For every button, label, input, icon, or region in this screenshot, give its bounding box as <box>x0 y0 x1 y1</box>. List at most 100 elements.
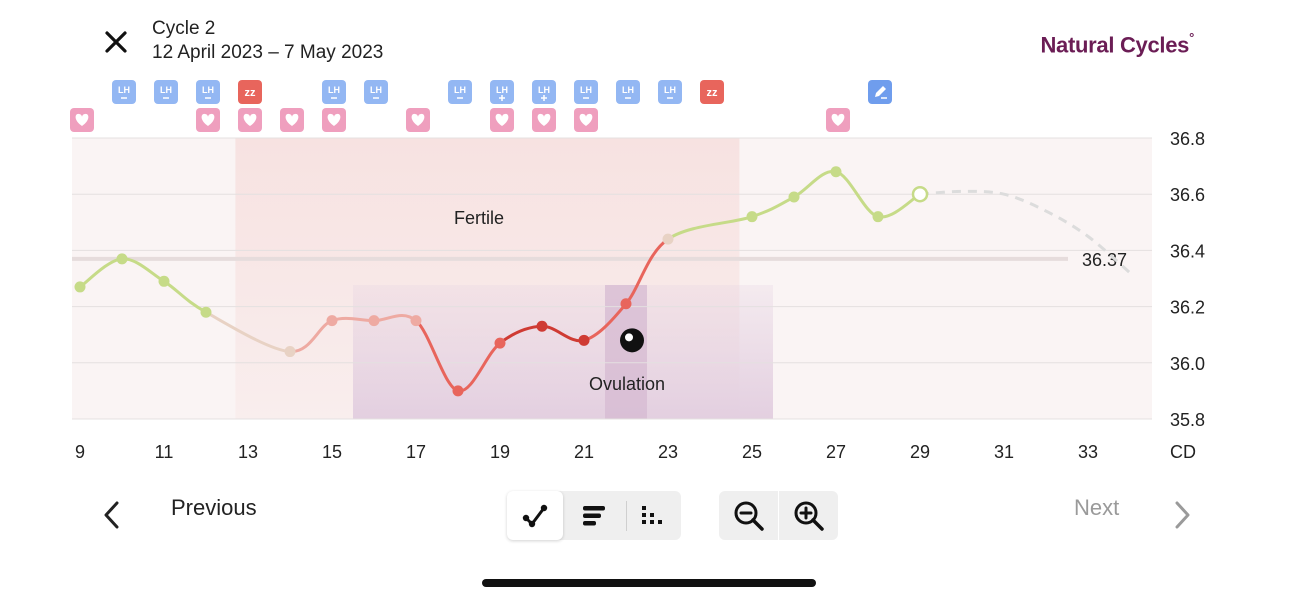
brand-mark: ° <box>1189 30 1194 45</box>
note-icon[interactable] <box>868 80 892 104</box>
temperature-point[interactable] <box>452 385 464 397</box>
lh-neg-icon[interactable]: LH <box>574 80 598 104</box>
lh-neg-icon[interactable]: LH <box>448 80 472 104</box>
temperature-point[interactable] <box>746 211 758 223</box>
temperature-point[interactable] <box>872 211 884 223</box>
temperature-point[interactable] <box>410 315 422 327</box>
next-button[interactable]: Next <box>1074 495 1120 520</box>
temperature-point[interactable] <box>830 166 842 178</box>
previous-button[interactable]: Previous <box>171 495 257 520</box>
temperature-point[interactable] <box>494 337 506 349</box>
zoom-in-button[interactable] <box>779 491 838 540</box>
sleep-icon[interactable]: zz <box>700 80 724 104</box>
sleep-icon-label: zz <box>707 87 719 99</box>
x-tick-label: 33 <box>1078 442 1098 462</box>
lh-pos-icon[interactable]: LH <box>532 80 556 104</box>
x-tick-label: 25 <box>742 442 762 462</box>
temperature-point[interactable] <box>536 320 548 332</box>
heart-icon[interactable] <box>574 108 598 132</box>
y-tick-label: 36.2 <box>1170 298 1205 318</box>
lh-neg-icon[interactable]: LH <box>154 80 178 104</box>
temperature-line-segment <box>624 237 670 306</box>
ovulation-egg-icon <box>620 328 644 353</box>
temperature-point-today[interactable] <box>911 185 929 203</box>
temperature-point[interactable] <box>368 315 380 327</box>
temperature-point[interactable] <box>116 253 128 265</box>
lh-neg-icon[interactable]: LH <box>364 80 388 104</box>
temperature-point[interactable] <box>620 298 632 310</box>
temperature-point[interactable] <box>200 306 212 318</box>
x-tick-label: 23 <box>658 442 678 462</box>
sleep-icon[interactable]: zz <box>238 80 262 104</box>
close-icon <box>105 31 127 53</box>
bars-view-button[interactable] <box>567 491 623 540</box>
predicted-temperature-line <box>919 189 1131 275</box>
lh-icon-label: LH <box>454 85 466 95</box>
lh-icon-label: LH <box>118 85 130 95</box>
close-button[interactable] <box>100 26 132 58</box>
y-tick-label: 36.6 <box>1170 185 1205 205</box>
lh-icon-label: LH <box>664 85 676 95</box>
heart-icon[interactable] <box>238 108 262 132</box>
view-mode-toggle <box>507 491 681 540</box>
lh-neg-icon[interactable]: LH <box>196 80 220 104</box>
temperature-point[interactable] <box>326 315 338 327</box>
lh-icon-label: LH <box>538 85 550 95</box>
x-tick-label: 21 <box>574 442 594 462</box>
zoom-out-button[interactable] <box>719 491 778 540</box>
lh-icon-label: LH <box>370 85 382 95</box>
coverline-label: 36.37 <box>1082 250 1127 270</box>
zoom-controls <box>719 491 838 540</box>
x-axis-label: CD <box>1170 442 1196 462</box>
bars-icon <box>583 505 605 525</box>
temperature-chart[interactable]: 36.37 Fertile Ovulation 9 11 13 15 17 19 21 23 25 27… <box>0 70 1298 470</box>
temperature-point[interactable] <box>788 191 800 203</box>
ovulation-egg-highlight <box>625 333 633 342</box>
zoom-in-icon <box>794 501 824 531</box>
dots-grid-icon <box>642 505 662 524</box>
x-tick-label: 29 <box>910 442 930 462</box>
lh-pos-icon[interactable]: LH <box>490 80 514 104</box>
heart-icon[interactable] <box>532 108 556 132</box>
temperature-point[interactable] <box>662 233 674 245</box>
cycle-dates: 12 April 2023 – 7 May 2023 <box>152 42 384 63</box>
x-tick-label: 17 <box>406 442 426 462</box>
zoom-out-icon <box>734 501 764 531</box>
temperature-point[interactable] <box>74 281 86 293</box>
brand-logo: Natural Cycles° <box>1040 30 1194 58</box>
lh-neg-icon[interactable]: LH <box>616 80 640 104</box>
sleep-icon-label: zz <box>245 87 257 99</box>
ovulation-window-band <box>353 285 773 419</box>
x-tick-label: 13 <box>238 442 258 462</box>
graph-view-button[interactable] <box>507 491 563 540</box>
lh-neg-icon[interactable]: LH <box>658 80 682 104</box>
temperature-point[interactable] <box>578 334 590 346</box>
x-tick-label: 15 <box>322 442 342 462</box>
heart-icon[interactable] <box>70 108 94 132</box>
x-tick-label: 11 <box>155 442 174 462</box>
lh-icon-label: LH <box>328 85 340 95</box>
heart-icon[interactable] <box>490 108 514 132</box>
heart-icon[interactable] <box>322 108 346 132</box>
brand-name: Natural Cycles <box>1040 32 1190 58</box>
cycle-title: Cycle 2 <box>152 18 216 39</box>
dots-view-button[interactable] <box>625 491 681 540</box>
graph-line-icon <box>522 504 548 527</box>
lh-neg-icon[interactable]: LH <box>322 80 346 104</box>
x-tick-label: 19 <box>490 442 510 462</box>
heart-icon[interactable] <box>406 108 430 132</box>
heart-icon[interactable] <box>826 108 850 132</box>
x-tick-label: 27 <box>826 442 846 462</box>
temperature-line-segment <box>204 310 292 354</box>
heart-icon[interactable] <box>196 108 220 132</box>
lh-neg-icon[interactable]: LH <box>112 80 136 104</box>
x-tick-label: 9 <box>75 442 85 462</box>
temperature-point[interactable] <box>158 275 170 287</box>
previous-chevron-icon[interactable] <box>102 498 122 532</box>
next-chevron-icon[interactable] <box>1172 498 1192 532</box>
fertile-label: Fertile <box>454 208 504 228</box>
y-tick-label: 36.8 <box>1170 129 1205 149</box>
lh-icon-label: LH <box>622 85 634 95</box>
temperature-point[interactable] <box>284 346 296 358</box>
heart-icon[interactable] <box>280 108 304 132</box>
